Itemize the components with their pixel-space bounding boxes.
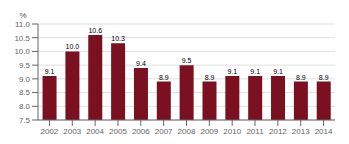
svg-text:2003: 2003 — [63, 127, 81, 136]
svg-text:9.5: 9.5 — [182, 57, 192, 64]
svg-text:2009: 2009 — [200, 127, 218, 136]
svg-text:2008: 2008 — [178, 127, 196, 136]
svg-text:8.9: 8.9 — [205, 74, 215, 81]
svg-text:2007: 2007 — [155, 127, 173, 136]
svg-text:2005: 2005 — [109, 127, 127, 136]
svg-text:9.5: 9.5 — [19, 61, 31, 70]
svg-text:2010: 2010 — [223, 127, 241, 136]
svg-text:9.1: 9.1 — [45, 68, 55, 75]
svg-text:11.0: 11.0 — [15, 20, 31, 29]
svg-text:9.4: 9.4 — [136, 60, 146, 67]
svg-text:%: % — [19, 11, 26, 20]
svg-text:9.1: 9.1 — [273, 68, 283, 75]
svg-text:10.3: 10.3 — [111, 35, 125, 42]
svg-text:8.9: 8.9 — [159, 74, 169, 81]
svg-text:8.5: 8.5 — [19, 88, 31, 97]
svg-text:8.9: 8.9 — [296, 74, 306, 81]
svg-text:2004: 2004 — [86, 127, 104, 136]
svg-text:10.0: 10.0 — [14, 47, 30, 56]
svg-text:9.1: 9.1 — [227, 68, 237, 75]
svg-text:2006: 2006 — [132, 127, 150, 136]
svg-text:2014: 2014 — [315, 127, 333, 136]
svg-text:2013: 2013 — [292, 127, 310, 136]
svg-text:8.0: 8.0 — [19, 102, 31, 111]
svg-text:9.1: 9.1 — [250, 68, 260, 75]
svg-text:8.9: 8.9 — [319, 74, 329, 81]
svg-text:7.5: 7.5 — [19, 116, 31, 125]
svg-text:10.0: 10.0 — [66, 43, 80, 50]
svg-text:10.5: 10.5 — [14, 34, 30, 43]
svg-text:10.6: 10.6 — [88, 27, 102, 34]
svg-text:9.0: 9.0 — [19, 75, 31, 84]
svg-text:2011: 2011 — [246, 127, 264, 136]
svg-text:2002: 2002 — [41, 127, 59, 136]
svg-text:2012: 2012 — [269, 127, 287, 136]
